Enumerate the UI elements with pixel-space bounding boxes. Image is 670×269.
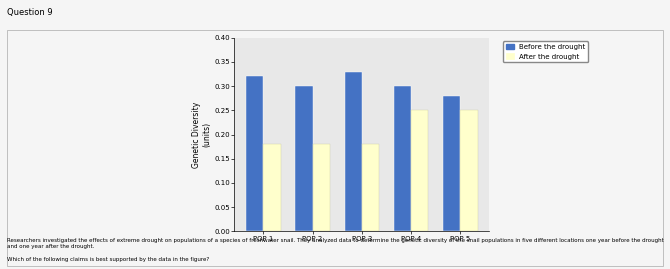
Bar	[362, 144, 379, 231]
Bar	[344, 72, 362, 231]
Y-axis label: Genetic Diversity
(units): Genetic Diversity (units)	[192, 101, 212, 168]
Bar	[246, 76, 263, 231]
Text: Question 9: Question 9	[7, 8, 52, 17]
Bar	[312, 144, 330, 231]
Text: Which of the following claims is best supported by the data in the figure?: Which of the following claims is best su…	[7, 257, 209, 262]
Bar	[411, 110, 428, 231]
Bar	[7, 30, 663, 266]
Bar	[295, 86, 312, 231]
Bar	[460, 110, 478, 231]
Bar	[443, 96, 460, 231]
Legend: Before the drought, After the drought: Before the drought, After the drought	[502, 41, 588, 62]
Bar	[394, 86, 411, 231]
Text: Researchers investigated the effects of extreme drought on populations of a spec: Researchers investigated the effects of …	[7, 238, 663, 249]
Bar	[263, 144, 281, 231]
